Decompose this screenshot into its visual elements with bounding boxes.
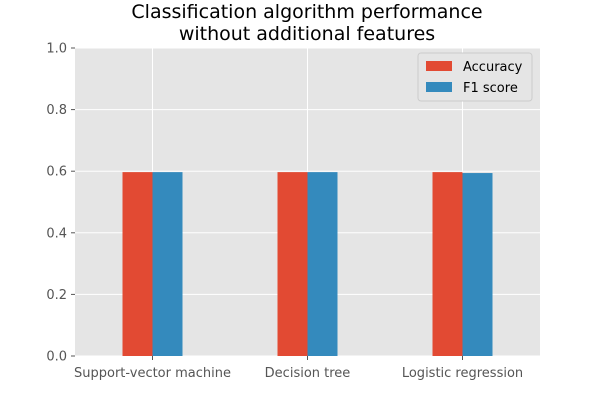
y-tick-label: 0.6 [46,165,67,180]
bar-accuracy [432,172,463,356]
x-axis: Support-vector machine Decision tree Logis… [74,356,523,381]
legend-label-accuracy: Accuracy [463,60,523,75]
bar-accuracy [122,172,153,356]
y-tick-label: 0.4 [46,226,67,241]
bar-f1-score [152,172,183,356]
y-tick-label: 0.8 [46,103,67,118]
y-axis: 0.0 0.2 0.4 0.6 0.8 1.0 [46,42,75,365]
y-tick-label: 0.2 [46,288,67,303]
x-tick-label: Support-vector machine [74,366,231,381]
legend: Accuracy F1 score [417,52,533,102]
x-tick-label: Decision tree [265,366,351,381]
bar-f1-score [462,173,493,356]
y-tick-label: 1.0 [46,42,67,57]
bars [122,172,493,356]
bar-accuracy [277,172,308,356]
legend-swatch-f1-score [426,82,452,92]
legend-label-f1-score: F1 score [463,81,518,96]
chart-title-line-1: Classification algorithm performance [131,1,482,23]
legend-swatch-accuracy [426,61,452,71]
y-tick-label: 0.0 [46,350,67,365]
x-tick-label: Logistic regression [402,366,523,381]
chart-title-line-2: without additional features [179,23,435,45]
bar-f1-score [307,172,338,356]
